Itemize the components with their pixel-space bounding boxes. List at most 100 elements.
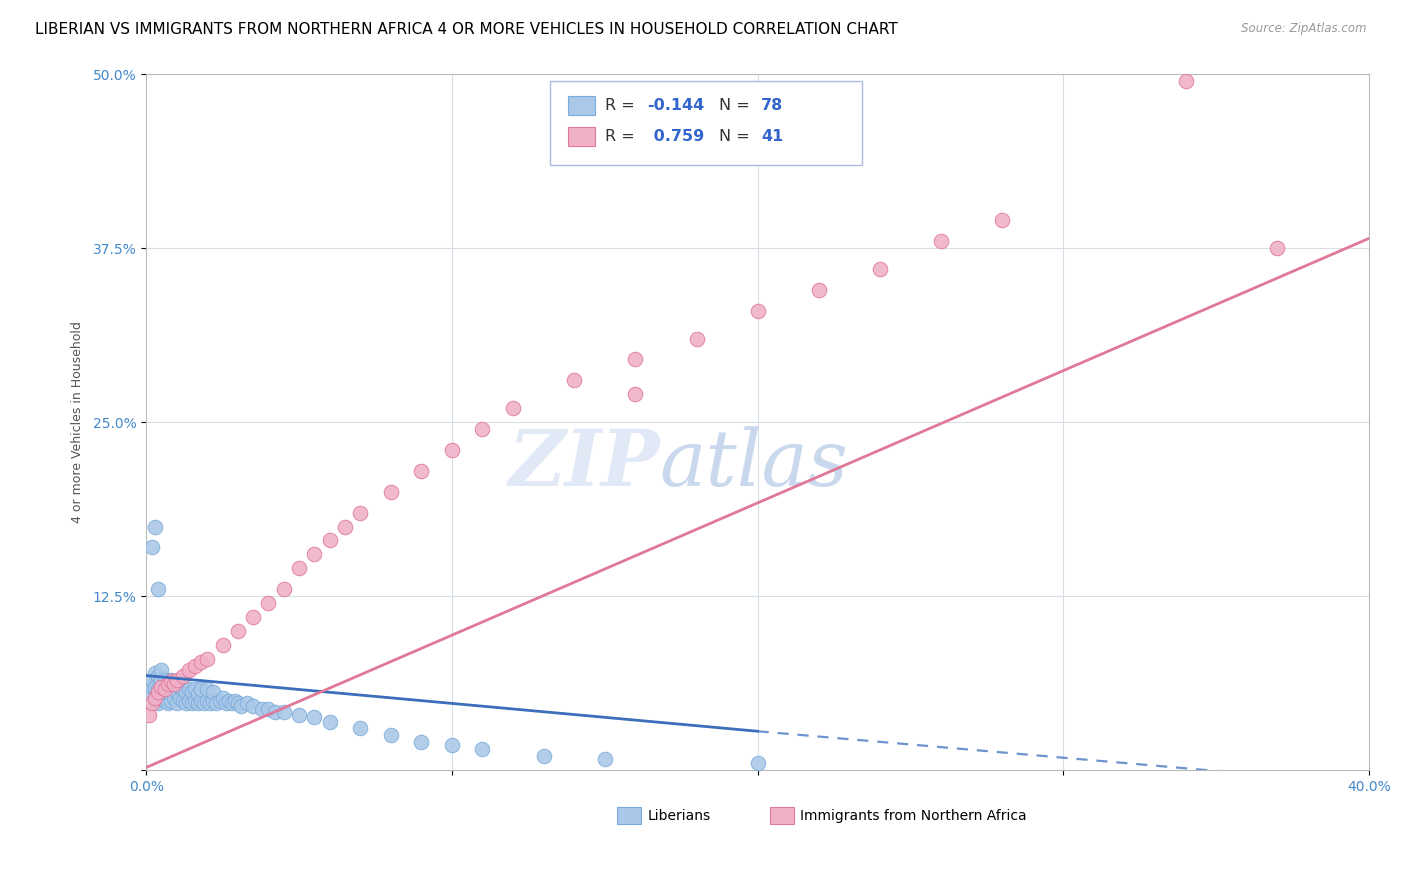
Point bbox=[177, 693, 200, 707]
Point bbox=[169, 690, 191, 705]
Point bbox=[273, 582, 295, 597]
Point bbox=[148, 668, 170, 682]
Point bbox=[685, 332, 707, 346]
Text: atlas: atlas bbox=[659, 425, 849, 502]
Point bbox=[471, 422, 494, 436]
Point bbox=[202, 685, 225, 699]
Point bbox=[991, 213, 1014, 227]
Point bbox=[184, 693, 207, 707]
Point bbox=[869, 262, 891, 277]
Point bbox=[288, 561, 311, 575]
Point bbox=[304, 710, 326, 724]
Point bbox=[195, 682, 218, 697]
Point bbox=[624, 352, 647, 367]
Point bbox=[159, 673, 181, 687]
Point bbox=[747, 303, 769, 318]
Point bbox=[156, 677, 179, 691]
Point bbox=[159, 693, 181, 707]
Point bbox=[257, 596, 280, 610]
Text: ZIP: ZIP bbox=[508, 425, 659, 502]
Point bbox=[141, 697, 163, 711]
Point bbox=[440, 442, 463, 457]
Point bbox=[184, 682, 207, 697]
Point bbox=[156, 697, 179, 711]
Point bbox=[174, 697, 197, 711]
Point bbox=[187, 697, 209, 711]
Point bbox=[221, 697, 243, 711]
Point bbox=[150, 663, 173, 677]
Point bbox=[1267, 241, 1289, 255]
Point bbox=[150, 690, 173, 705]
Point bbox=[169, 680, 191, 694]
Point bbox=[150, 680, 173, 694]
Point bbox=[195, 652, 218, 666]
Point bbox=[141, 541, 163, 555]
Point bbox=[562, 373, 585, 387]
Point bbox=[163, 680, 186, 694]
Point bbox=[263, 705, 285, 719]
Point bbox=[184, 658, 207, 673]
Point bbox=[163, 677, 186, 691]
Point bbox=[226, 697, 249, 711]
FancyBboxPatch shape bbox=[770, 806, 794, 824]
Point bbox=[143, 693, 166, 707]
Point bbox=[153, 682, 176, 697]
Point bbox=[174, 685, 197, 699]
Point bbox=[172, 682, 194, 697]
Point bbox=[195, 693, 218, 707]
Point bbox=[148, 582, 170, 597]
Point bbox=[181, 685, 204, 699]
Point bbox=[159, 682, 181, 697]
Point bbox=[349, 506, 371, 520]
Point bbox=[153, 693, 176, 707]
Text: -0.144: -0.144 bbox=[648, 98, 704, 113]
Point bbox=[166, 673, 188, 687]
Point bbox=[148, 685, 170, 699]
Point bbox=[593, 752, 616, 766]
Point bbox=[166, 685, 188, 699]
Point bbox=[143, 665, 166, 680]
Text: 41: 41 bbox=[761, 129, 783, 145]
Point bbox=[502, 401, 524, 416]
Point bbox=[807, 283, 830, 297]
Point bbox=[208, 693, 231, 707]
Point bbox=[150, 680, 173, 694]
Y-axis label: 4 or more Vehicles in Household: 4 or more Vehicles in Household bbox=[72, 321, 84, 523]
Point bbox=[205, 697, 228, 711]
Point bbox=[214, 697, 236, 711]
Point bbox=[187, 687, 209, 701]
FancyBboxPatch shape bbox=[568, 127, 595, 146]
Point bbox=[533, 749, 555, 764]
Text: Immigrants from Northern Africa: Immigrants from Northern Africa bbox=[800, 808, 1026, 822]
Text: 78: 78 bbox=[761, 98, 783, 113]
Text: Source: ZipAtlas.com: Source: ZipAtlas.com bbox=[1241, 22, 1367, 36]
Point bbox=[440, 738, 463, 752]
Point bbox=[190, 682, 212, 697]
Point bbox=[141, 680, 163, 694]
Point bbox=[200, 697, 222, 711]
Point bbox=[138, 707, 160, 722]
Point bbox=[148, 697, 170, 711]
Point bbox=[471, 742, 494, 756]
Point bbox=[156, 677, 179, 691]
Point bbox=[318, 533, 340, 548]
Point bbox=[380, 484, 402, 499]
Point bbox=[242, 699, 264, 714]
Point bbox=[211, 690, 233, 705]
Point bbox=[143, 690, 166, 705]
Point bbox=[224, 693, 246, 707]
Point bbox=[380, 728, 402, 742]
FancyBboxPatch shape bbox=[550, 81, 862, 164]
Point bbox=[252, 702, 274, 716]
Point bbox=[166, 674, 188, 689]
Point bbox=[229, 699, 252, 714]
Point bbox=[929, 234, 952, 248]
Point bbox=[190, 655, 212, 669]
Point bbox=[1174, 74, 1197, 88]
Text: N =: N = bbox=[718, 129, 755, 145]
Text: R =: R = bbox=[605, 129, 640, 145]
Point bbox=[138, 687, 160, 701]
Text: Liberians: Liberians bbox=[648, 808, 710, 822]
Point bbox=[411, 735, 433, 749]
Point bbox=[177, 682, 200, 697]
